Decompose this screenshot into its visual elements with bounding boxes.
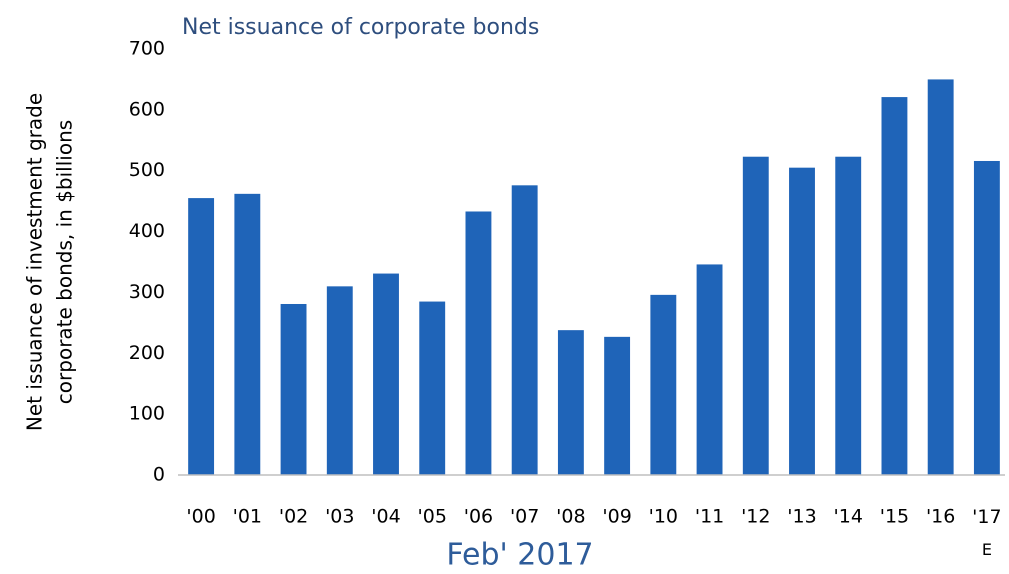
- bar: [789, 167, 815, 475]
- y-tick-label: 500: [129, 159, 165, 181]
- x-tick-label: '16: [926, 506, 955, 528]
- bar: [696, 264, 723, 475]
- bar: [927, 79, 954, 475]
- x-tick-label: '03: [325, 506, 354, 528]
- bar: [835, 156, 862, 475]
- y-tick-label: 700: [129, 38, 165, 60]
- bar: [511, 185, 538, 475]
- bar: [650, 294, 677, 475]
- bar: [973, 160, 1000, 475]
- y-tick-label: 300: [129, 281, 165, 303]
- x-tick-label: '06: [464, 506, 493, 528]
- y-tick-label: 0: [153, 464, 165, 486]
- bar: [881, 97, 908, 475]
- bar: [465, 211, 492, 475]
- bar: [280, 303, 307, 475]
- bar: [557, 330, 584, 475]
- x-tick-label: '00: [186, 506, 215, 528]
- y-tick-label: 100: [129, 403, 165, 425]
- y-tick-label: 400: [129, 220, 165, 242]
- y-axis-label: corporate bonds, in $billions: [53, 120, 77, 404]
- bar: [604, 336, 631, 475]
- bar: [188, 198, 215, 475]
- x-tick-label: '15: [880, 506, 909, 528]
- y-tick-label: 600: [129, 98, 165, 120]
- x-tick-label: '09: [602, 506, 631, 528]
- x-tick-label: '08: [556, 506, 585, 528]
- x-tick-label: '01: [233, 506, 262, 528]
- annotation: Feb' 2017: [446, 538, 593, 573]
- x-tick-label: '07: [510, 506, 539, 528]
- bar: [742, 156, 769, 475]
- x-tick-label: '14: [834, 506, 863, 528]
- x-tick-label: '02: [279, 506, 308, 528]
- y-tick-label: 200: [129, 342, 165, 364]
- x-tick-label: '11: [695, 506, 724, 528]
- x-tick-label: '13: [787, 506, 816, 528]
- x-tick-label: '10: [649, 506, 678, 528]
- y-axis-label: Net issuance of investment grade: [23, 93, 47, 431]
- x-tick-label: '05: [418, 506, 447, 528]
- bar: [326, 286, 353, 475]
- x-tick-label: '04: [371, 506, 400, 528]
- x-tick-label: '12: [741, 506, 770, 528]
- x-tick-label: '17 E: [972, 506, 1001, 559]
- bar: [234, 193, 261, 475]
- bar: [373, 273, 399, 475]
- bar: [419, 301, 446, 475]
- chart-title: Net issuance of corporate bonds: [182, 15, 539, 40]
